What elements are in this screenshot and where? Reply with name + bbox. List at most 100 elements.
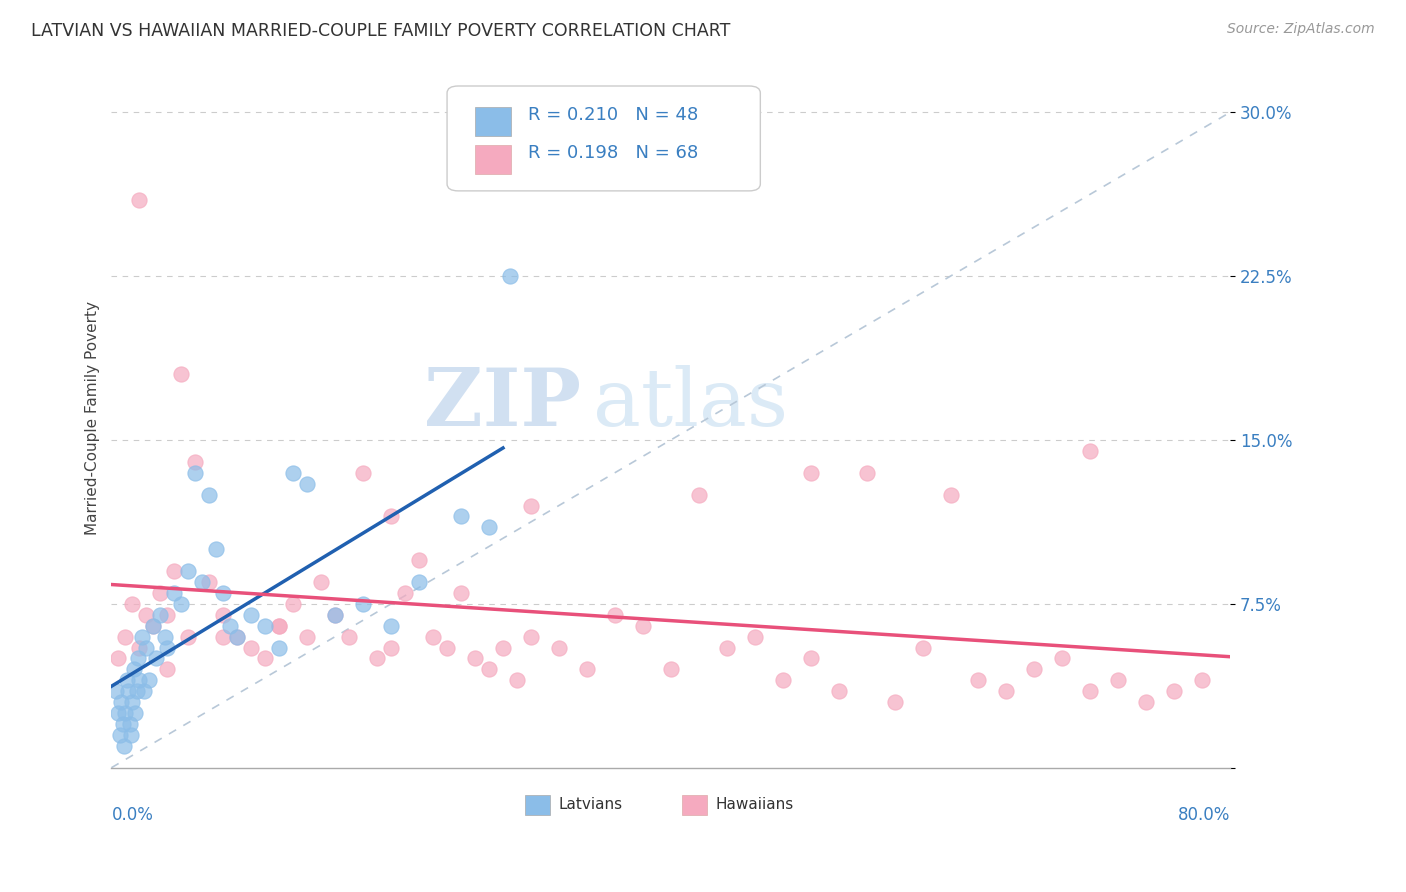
Point (883, 695, 905, 709)
Point (111, 717, 134, 731)
Point (163, 564, 186, 578)
Text: ZIP: ZIP (425, 365, 581, 443)
Point (492, 640, 515, 655)
Point (323, 607, 346, 622)
Text: atlas: atlas (592, 365, 787, 443)
Point (114, 630, 136, 644)
Point (124, 706, 146, 720)
Point (184, 466, 207, 480)
Text: 0.0%: 0.0% (111, 806, 153, 824)
Point (603, 607, 626, 622)
Point (118, 717, 141, 731)
Point (337, 630, 360, 644)
Point (212, 586, 235, 600)
Point (939, 487, 962, 501)
Point (122, 662, 145, 676)
Point (163, 586, 186, 600)
Point (108, 728, 131, 742)
Point (212, 607, 235, 622)
Point (107, 651, 129, 665)
Point (967, 673, 990, 688)
Point (394, 586, 416, 600)
Point (156, 662, 179, 676)
Text: Source: ZipAtlas.com: Source: ZipAtlas.com (1227, 22, 1375, 37)
Point (464, 651, 486, 665)
Point (132, 684, 155, 698)
Point (436, 640, 458, 655)
Point (170, 368, 193, 382)
Point (450, 509, 472, 524)
Point (408, 553, 430, 567)
Point (450, 586, 472, 600)
Point (295, 630, 318, 644)
Point (1107, 673, 1129, 688)
Point (117, 684, 139, 698)
Point (688, 487, 710, 501)
Point (283, 597, 305, 611)
FancyBboxPatch shape (475, 145, 510, 174)
Text: Latvians: Latvians (560, 797, 623, 813)
Point (380, 640, 402, 655)
Point (295, 476, 318, 491)
Text: R = 0.210   N = 48: R = 0.210 N = 48 (527, 106, 697, 124)
Point (112, 739, 135, 753)
Point (575, 662, 598, 676)
Point (520, 499, 543, 513)
Point (226, 630, 249, 644)
Point (1191, 673, 1213, 688)
Point (128, 193, 150, 207)
Point (226, 630, 249, 644)
Point (212, 630, 235, 644)
Point (107, 706, 129, 720)
Point (911, 640, 934, 655)
Point (121, 695, 143, 709)
Point (380, 618, 402, 632)
Point (191, 574, 214, 589)
Text: R = 0.198   N = 68: R = 0.198 N = 68 (527, 145, 697, 162)
Point (827, 684, 849, 698)
Point (1080, 443, 1102, 458)
Point (149, 586, 172, 600)
Point (149, 607, 172, 622)
Point (408, 574, 430, 589)
Point (499, 269, 522, 284)
Point (131, 630, 153, 644)
FancyBboxPatch shape (475, 107, 510, 136)
Point (269, 618, 291, 632)
Point (323, 607, 346, 622)
Point (1163, 684, 1185, 698)
Point (520, 630, 543, 644)
Point (156, 607, 179, 622)
Point (104, 684, 127, 698)
Point (800, 466, 823, 480)
Point (478, 520, 501, 534)
Text: LATVIAN VS HAWAIIAN MARRIED-COUPLE FAMILY POVERTY CORRELATION CHART: LATVIAN VS HAWAIIAN MARRIED-COUPLE FAMIL… (31, 22, 730, 40)
Point (198, 487, 221, 501)
Point (121, 597, 143, 611)
Text: Hawaiians: Hawaiians (716, 797, 794, 813)
Point (170, 597, 193, 611)
Point (205, 542, 228, 557)
Point (855, 466, 877, 480)
Point (478, 662, 501, 676)
Point (198, 574, 221, 589)
Point (177, 630, 200, 644)
FancyBboxPatch shape (447, 86, 761, 191)
Point (254, 651, 277, 665)
Point (800, 651, 823, 665)
Point (631, 618, 654, 632)
Point (135, 607, 157, 622)
Point (1135, 695, 1157, 709)
Point (772, 673, 794, 688)
Point (219, 618, 242, 632)
FancyBboxPatch shape (682, 795, 707, 814)
Point (156, 640, 179, 655)
Point (1024, 662, 1046, 676)
Point (115, 673, 138, 688)
Y-axis label: Married-Couple Family Poverty: Married-Couple Family Poverty (86, 301, 100, 535)
Point (283, 466, 305, 480)
Point (309, 574, 332, 589)
Point (506, 673, 529, 688)
Point (128, 673, 150, 688)
Point (110, 695, 132, 709)
